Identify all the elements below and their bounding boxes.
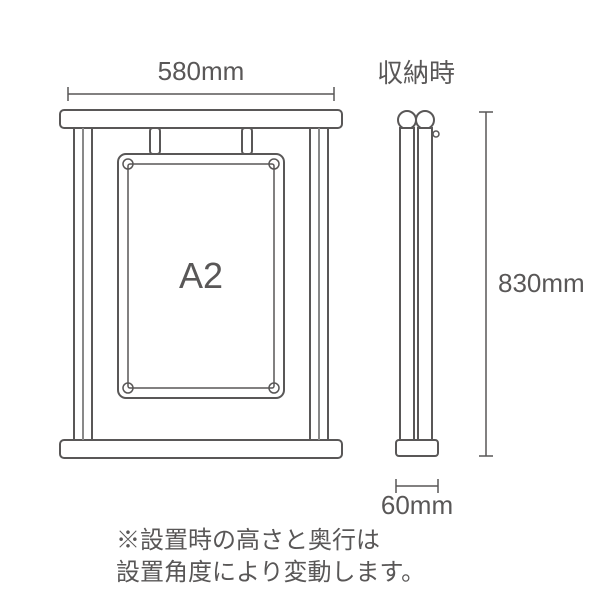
side-post-2 — [418, 128, 432, 440]
side-view: 収納時 830mm 60mm — [377, 58, 585, 520]
top-bar — [60, 110, 342, 128]
height-label: 830mm — [498, 268, 585, 298]
width-label: 580mm — [158, 56, 245, 86]
dim-depth: 60mm — [381, 479, 453, 520]
dimension-diagram: 580mm A2 収納時 — [0, 0, 600, 600]
cap-2 — [416, 111, 434, 129]
note-line-1: ※設置時の高さと奥行は — [116, 527, 380, 554]
side-foot — [396, 440, 438, 456]
side-hook — [433, 131, 439, 137]
dim-width: 580mm — [68, 56, 334, 101]
side-title: 収納時 — [377, 58, 455, 88]
dim-height: 830mm — [479, 112, 585, 456]
note: ※設置時の高さと奥行は 設置角度により変動します。 — [116, 527, 425, 586]
hook-left — [150, 128, 160, 154]
panel-label: A2 — [179, 255, 223, 296]
note-line-2: 設置角度により変動します。 — [116, 559, 425, 586]
hook-right — [242, 128, 252, 154]
depth-label: 60mm — [381, 490, 453, 520]
cap-1 — [398, 111, 416, 129]
front-view: 580mm A2 — [60, 56, 342, 458]
bottom-bar — [60, 440, 342, 458]
side-post-1 — [400, 128, 414, 440]
